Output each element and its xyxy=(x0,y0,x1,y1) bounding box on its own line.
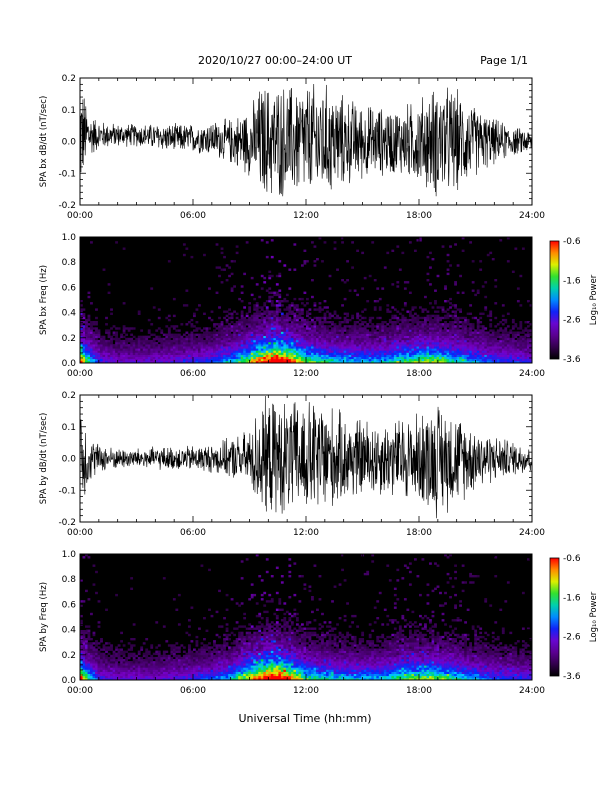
bx-dbdt-panel: 00:00 06:00 12:00 18:00 24:00 -0.2 -0.1 0.0 0.1 0… xyxy=(39,74,545,221)
spectrogram-cells xyxy=(80,554,532,680)
plot-frame xyxy=(79,77,533,206)
y-tick-label: 0.6 xyxy=(62,283,77,293)
x-tick-label: 00:00 xyxy=(67,528,93,538)
y-tick-label: -0.2 xyxy=(58,518,76,528)
x-tick-label: 12:00 xyxy=(293,528,319,538)
y-tick-label: 0.0 xyxy=(62,359,77,369)
colorbar-tick-label: -0.6 xyxy=(563,237,581,247)
y-tick-label: 0.6 xyxy=(62,600,77,610)
y-tick-label: -0.1 xyxy=(58,169,76,179)
y-tick-label: 0.2 xyxy=(62,334,76,344)
y-tick-label: 0.8 xyxy=(62,575,77,585)
colorbar-label: Log₁₀ Power xyxy=(589,591,599,642)
colorbar xyxy=(549,557,560,677)
y-tick-label: 0.2 xyxy=(62,74,76,84)
y-tick-label: -0.1 xyxy=(58,486,76,496)
x-tick-label: 24:00 xyxy=(519,211,545,221)
dbdt-trace xyxy=(80,84,532,197)
y-tick-label: 0.2 xyxy=(62,391,76,401)
x-tick-label: 00:00 xyxy=(67,211,93,221)
x-tick-label: 12:00 xyxy=(293,369,319,379)
x-tick-label: 24:00 xyxy=(519,369,545,379)
x-tick-label: 18:00 xyxy=(406,369,432,379)
colorbar-tick-label: -0.6 xyxy=(563,554,581,564)
y-axis-label: SPA by dB/dt (nT/sec) xyxy=(39,413,49,505)
x-tick-label: 06:00 xyxy=(180,686,206,696)
y-tick-label: -0.2 xyxy=(58,201,76,211)
y-tick-label: 0.0 xyxy=(62,138,77,148)
x-tick-label: 18:00 xyxy=(406,211,432,221)
colorbar-tick-label: -3.6 xyxy=(563,672,581,682)
y-tick-label: 0.4 xyxy=(62,309,77,319)
y-tick-label: 0.8 xyxy=(62,258,77,268)
colorbar xyxy=(549,240,560,360)
y-tick-label: 0.0 xyxy=(62,455,77,465)
y-axis-label: SPA bx dB/dt (nT/sec) xyxy=(39,96,49,188)
y-tick-label: 0.1 xyxy=(62,423,76,433)
colorbar-label: Log₁₀ Power xyxy=(589,274,599,325)
x-tick-label: 12:00 xyxy=(293,686,319,696)
x-tick-label: 24:00 xyxy=(519,686,545,696)
x-tick-label: 06:00 xyxy=(180,528,206,538)
page-number: Page 1/1 xyxy=(480,54,528,67)
y-tick-label: 1.0 xyxy=(62,233,77,243)
bx-spectrogram-panel: -0.6 -1.6 -2.6 -3.6 Log₁₀ Power 00:00 06:00 12:… xyxy=(39,233,599,379)
y-axis-label: SPA by Freq (Hz) xyxy=(39,582,49,652)
by-dbdt-panel: 00:00 06:00 12:00 18:00 24:00 -0.2 -0.1 0.0 0.1 0… xyxy=(39,391,545,538)
x-tick-label: 12:00 xyxy=(293,211,319,221)
y-tick-label: 1.0 xyxy=(62,550,77,560)
x-tick-label: 00:00 xyxy=(67,369,93,379)
x-axis-label: Universal Time (hh:mm) xyxy=(239,712,372,725)
dbdt-trace xyxy=(80,395,532,519)
x-tick-label: 06:00 xyxy=(180,211,206,221)
y-tick-label: 0.0 xyxy=(62,676,77,686)
x-tick-label: 06:00 xyxy=(180,369,206,379)
figure-title: 2020/10/27 00:00–24:00 UT xyxy=(198,54,352,67)
y-tick-label: 0.2 xyxy=(62,651,76,661)
colorbar-tick-label: -2.6 xyxy=(563,316,581,326)
y-axis-label: SPA bx Freq (Hz) xyxy=(39,265,49,335)
spectrogram-cells xyxy=(80,237,532,363)
y-tick-label: 0.1 xyxy=(62,106,76,116)
colorbar-tick-label: -1.6 xyxy=(563,276,581,286)
x-tick-label: 18:00 xyxy=(406,686,432,696)
by-spectrogram-panel: -0.6 -1.6 -2.6 -3.6 Log₁₀ Power 00:00 06:00 12:… xyxy=(39,550,599,696)
colorbar-tick-label: -3.6 xyxy=(563,355,581,365)
x-tick-label: 24:00 xyxy=(519,528,545,538)
x-tick-label: 00:00 xyxy=(67,686,93,696)
x-tick-label: 18:00 xyxy=(406,528,432,538)
y-tick-label: 0.4 xyxy=(62,626,77,636)
colorbar-tick-label: -1.6 xyxy=(563,593,581,603)
colorbar-tick-label: -2.6 xyxy=(563,633,581,643)
